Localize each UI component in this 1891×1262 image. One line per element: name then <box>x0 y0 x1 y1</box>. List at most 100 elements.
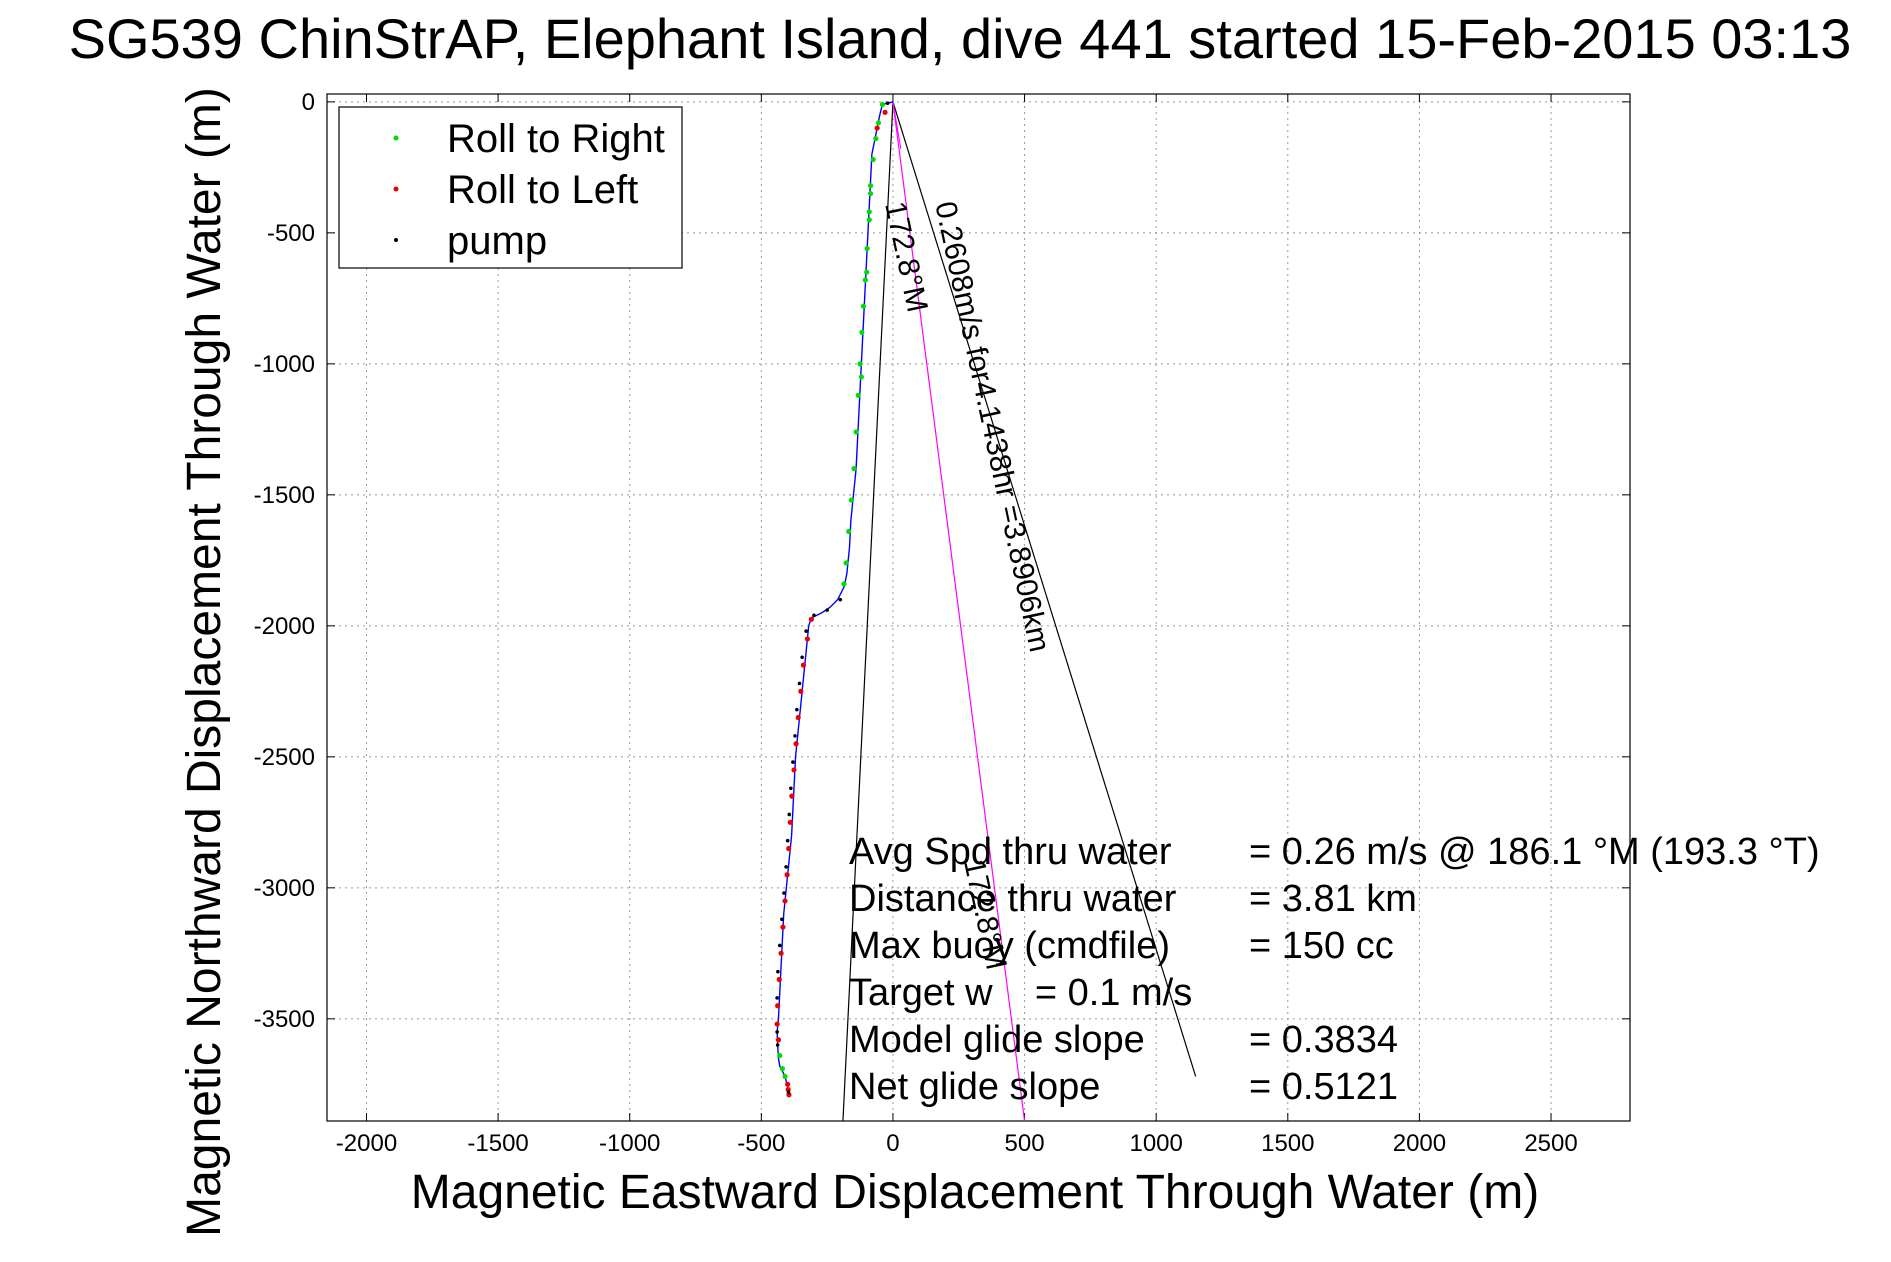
roll-right-point <box>855 392 861 398</box>
y-tick-label: -500 <box>267 220 315 247</box>
roll-right-point <box>864 245 870 252</box>
roll-right-point <box>848 497 854 503</box>
roll-left-point <box>882 109 888 115</box>
pump-point <box>795 707 799 712</box>
annot-net-glide-value: = 0.5121 <box>1249 1066 1398 1108</box>
reference-line-magenta-thin <box>892 101 902 150</box>
roll-left-point <box>789 793 795 799</box>
roll-left-point <box>791 767 797 773</box>
x-tick-label: 1500 <box>1261 1130 1314 1157</box>
roll-left-point <box>804 636 810 642</box>
reference-lines <box>842 101 1197 1122</box>
roll-right-point <box>857 361 863 367</box>
pump-point <box>782 891 786 895</box>
roll-left-point <box>800 662 807 668</box>
roll-left-point <box>798 688 804 694</box>
annot-avg-speed-value: = 0.26 m/s @ 186.1 °M (193.3 °T) <box>1249 831 1820 873</box>
roll-left-point <box>795 714 801 721</box>
x-tick-label: -2000 <box>336 1130 397 1157</box>
x-tick-label: 2000 <box>1393 1130 1446 1157</box>
roll-right-point <box>782 1073 788 1080</box>
legend-marker-pump <box>394 238 398 242</box>
pump-point <box>793 734 797 738</box>
pump-point <box>791 760 795 764</box>
roll-right-point <box>867 183 874 189</box>
roll-right-point <box>859 329 865 336</box>
y-tick-label: -2000 <box>254 613 315 640</box>
pump-point <box>787 812 792 817</box>
annot-model-glide-value: = 0.3834 <box>1249 1019 1398 1061</box>
roll-right-point <box>843 560 849 566</box>
annot-target-w: Target w = 0.1 m/s <box>849 972 1192 1014</box>
roll-right-point <box>867 190 874 197</box>
roll-left-point <box>787 819 793 825</box>
x-tick-label: 0 <box>886 1130 899 1157</box>
axis-ticks: -2000 -1500 -1000 -500 0 500 1000 1500 2000 2500 0… <box>254 89 1630 1157</box>
annot-max-buoy-label: Max buoy (cmdfile) <box>849 925 1170 967</box>
annot-distance-value: = 3.81 km <box>1249 878 1417 920</box>
y-tick-label: -3000 <box>254 875 315 902</box>
pump-point <box>789 786 793 791</box>
x-tick-label: -500 <box>737 1130 785 1157</box>
track-line <box>776 101 894 1095</box>
axes-box <box>326 93 1631 1122</box>
y-axis-label: Magnetic Northward Displacement Through … <box>178 87 231 1237</box>
roll-left-point <box>784 872 790 878</box>
y-tick-label: 0 <box>302 89 315 116</box>
pump-point <box>776 969 780 974</box>
annot-model-glide-label: Model glide slope <box>849 1019 1145 1061</box>
roll-right-point <box>851 466 857 472</box>
pump-point <box>797 681 802 686</box>
roll-left-point <box>786 845 792 852</box>
pump-point <box>780 917 784 922</box>
legend-label-roll-left: Roll to Left <box>447 168 638 212</box>
roll-right-point <box>841 581 847 587</box>
reference-line-magenta <box>892 101 1026 1122</box>
roll-right-point <box>858 374 864 380</box>
roll-right-point <box>860 303 867 309</box>
roll-right-point <box>777 1052 783 1059</box>
line-label: 0.2608m/s for4.1438hr =3.8906km <box>928 199 1056 655</box>
pump-point <box>775 1030 779 1034</box>
roll-left-point <box>793 741 799 747</box>
roll-left-point <box>782 898 788 904</box>
roll-left-point <box>874 125 880 131</box>
pump-point <box>784 865 788 869</box>
y-tick-label: -1000 <box>254 351 315 378</box>
pump-point <box>838 597 843 602</box>
roll-left-point <box>775 1037 782 1043</box>
line-label: 172.8°M <box>878 199 934 315</box>
pump-point <box>825 608 829 612</box>
roll-right-point <box>779 1066 785 1072</box>
roll-right-point <box>873 135 879 142</box>
reference-line-black <box>892 101 1197 1077</box>
roll-right-point <box>879 101 886 108</box>
glider-track <box>776 101 894 1095</box>
x-axis-label: Magnetic Eastward Displacement Through W… <box>411 1166 1539 1219</box>
dive-statistics: Avg Spd thru water = 0.26 m/s @ 186.1 °M… <box>849 831 1820 1108</box>
annot-distance-label: Distance thru water <box>849 878 1177 920</box>
roll-right-point <box>862 277 868 283</box>
legend-marker-roll-right <box>393 135 399 141</box>
x-tick-label: -1000 <box>599 1130 660 1157</box>
pump-point <box>786 1090 791 1094</box>
roll-left-point <box>778 950 784 956</box>
roll-right-point <box>875 120 882 126</box>
pump-point <box>777 943 782 948</box>
pump-point <box>804 629 808 633</box>
roll-left-point <box>776 976 782 983</box>
x-tick-label: 2500 <box>1524 1130 1577 1157</box>
roll-right-point <box>866 217 872 223</box>
roll-right-point <box>853 429 859 435</box>
pump-point <box>775 1043 780 1047</box>
roll-right-point <box>846 528 852 535</box>
pump-point <box>885 101 890 105</box>
legend-marker-roll-left <box>393 186 399 192</box>
annot-max-buoy-value: = 150 cc <box>1249 925 1394 967</box>
legend-label-roll-right: Roll to Right <box>447 117 665 161</box>
x-tick-label: 1000 <box>1129 1130 1182 1157</box>
pump-point <box>785 838 790 843</box>
x-tick-label: -1500 <box>467 1130 528 1157</box>
roll-left-point <box>808 616 814 622</box>
